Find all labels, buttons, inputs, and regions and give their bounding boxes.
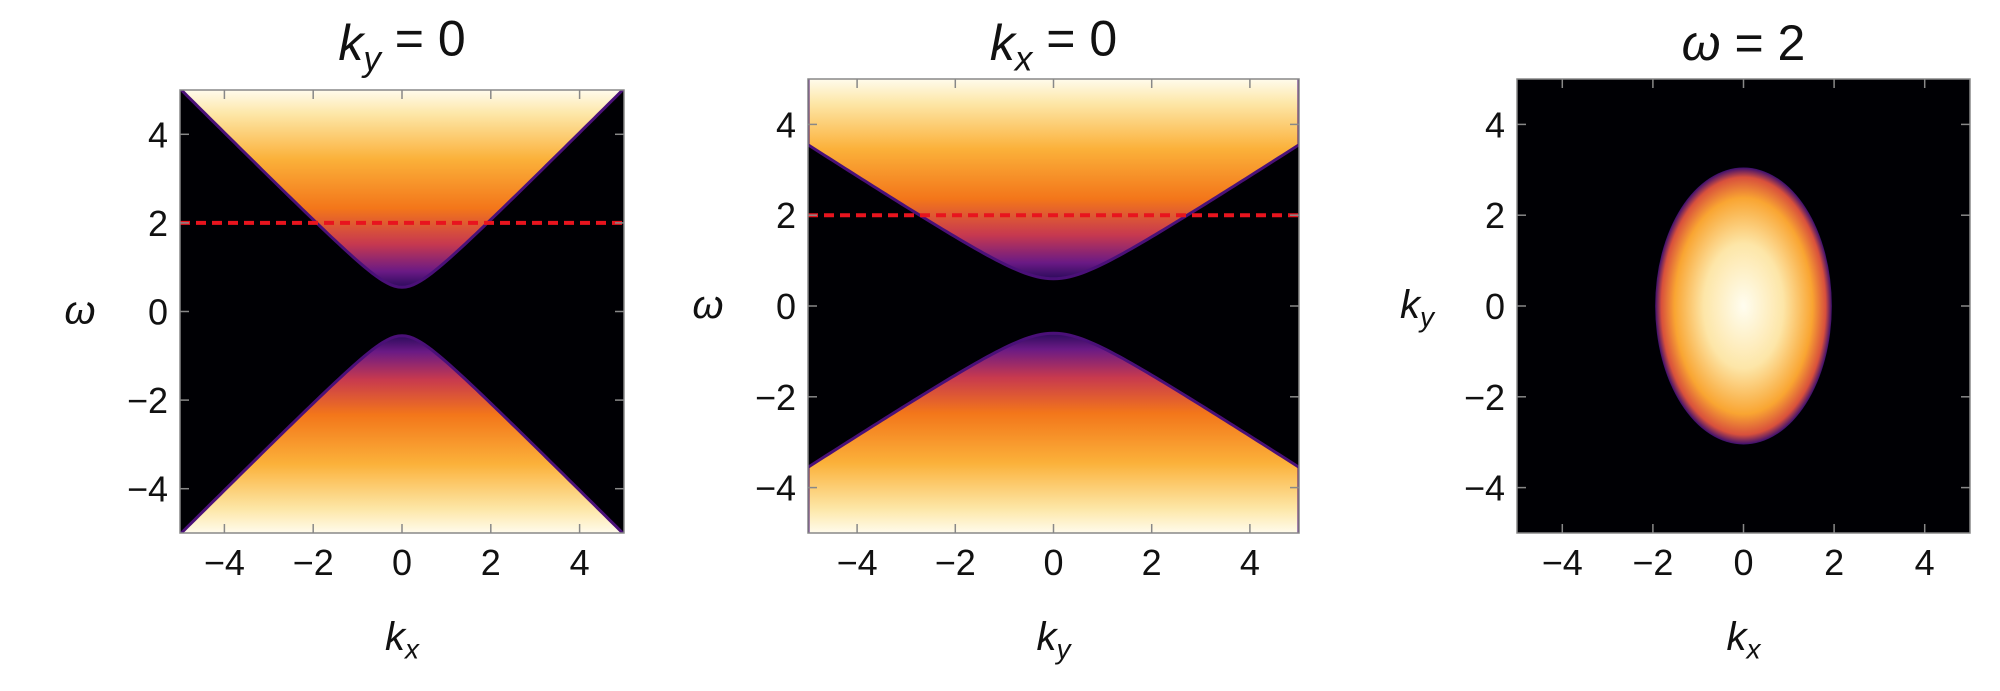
upper-band bbox=[180, 90, 624, 289]
x-tick-label: 0 bbox=[1043, 542, 1063, 583]
chart-title-subscript: x bbox=[1013, 40, 1034, 79]
panel: −4 −2 0 2 4 −4 −2 0 2 4 bbox=[1464, 78, 1971, 583]
chart-title: ky = 0 bbox=[338, 11, 465, 79]
y-axis-label-variable: ω bbox=[692, 283, 723, 327]
y-tick-label: 4 bbox=[1485, 104, 1505, 145]
panel: −4 −2 0 2 4 −4 −2 0 2 4 bbox=[127, 89, 625, 583]
y-axis-label-variable: ω bbox=[64, 289, 95, 333]
x-axis-label-variable: k bbox=[1037, 615, 1059, 659]
x-tick-label: −2 bbox=[293, 542, 334, 583]
chart-title: ω = 2 bbox=[1682, 15, 1806, 71]
y-tick-label: −2 bbox=[127, 380, 168, 421]
y-axis-label-variable: k bbox=[1400, 283, 1422, 327]
x-tick-label: −4 bbox=[1542, 542, 1583, 583]
lower-band bbox=[180, 334, 624, 533]
y-tick-label: −4 bbox=[127, 469, 168, 510]
fermi-surface bbox=[1655, 167, 1832, 445]
x-tick-label: 4 bbox=[1240, 542, 1260, 583]
y-axis-label-subscript: y bbox=[1418, 301, 1436, 332]
x-axis-label-subscript: x bbox=[1745, 633, 1762, 664]
x-tick-label: 2 bbox=[1142, 542, 1162, 583]
y-tick-label: 2 bbox=[148, 203, 168, 244]
y-tick-label: 4 bbox=[148, 114, 168, 155]
x-tick-label: 0 bbox=[1733, 542, 1753, 583]
x-axis-label: ky bbox=[1037, 615, 1073, 664]
chart-title-text: = 2 bbox=[1721, 15, 1806, 71]
x-tick-label: 4 bbox=[1915, 542, 1935, 583]
y-tick-label: −4 bbox=[1464, 468, 1505, 509]
x-axis-label: kx bbox=[1727, 615, 1762, 664]
y-axis-label: ω bbox=[692, 283, 723, 327]
chart-title-subscript: y bbox=[361, 40, 383, 79]
plot-area bbox=[180, 90, 624, 533]
x-tick-label: −2 bbox=[1632, 542, 1673, 583]
x-tick-label: 2 bbox=[1824, 542, 1844, 583]
x-tick-label: −4 bbox=[204, 542, 245, 583]
y-tick-label: 0 bbox=[1485, 286, 1505, 327]
chart-title: kx = 0 bbox=[990, 11, 1117, 79]
chart-title-variable: k bbox=[990, 15, 1018, 71]
x-axis-label-variable: k bbox=[385, 615, 407, 659]
plot-area bbox=[808, 79, 1299, 533]
y-tick-label: 0 bbox=[776, 286, 796, 327]
x-tick-label: −4 bbox=[837, 542, 878, 583]
y-tick-label: 4 bbox=[776, 104, 796, 145]
x-axis-label: kx bbox=[385, 615, 420, 664]
panel: −4 −2 0 2 4 −4 −2 0 2 4 bbox=[755, 78, 1300, 583]
chart-title-variable: ω bbox=[1682, 15, 1721, 71]
y-tick-label: 0 bbox=[148, 292, 168, 333]
x-axis-label-variable: k bbox=[1727, 615, 1749, 659]
x-axis-label-subscript: y bbox=[1055, 633, 1073, 664]
x-tick-label: 4 bbox=[570, 542, 590, 583]
y-tick-label: −4 bbox=[755, 468, 796, 509]
plot-area bbox=[1517, 79, 1970, 533]
chart-title-text: = 0 bbox=[381, 11, 466, 67]
y-tick-label: 2 bbox=[1485, 195, 1505, 236]
x-tick-label: 2 bbox=[481, 542, 501, 583]
y-tick-label: −2 bbox=[1464, 377, 1505, 418]
lower-band bbox=[808, 331, 1299, 533]
y-tick-label: −2 bbox=[755, 377, 796, 418]
y-tick-label: 2 bbox=[776, 195, 796, 236]
upper-band bbox=[808, 79, 1299, 281]
x-axis-label-subscript: x bbox=[403, 633, 420, 664]
chart-title-text: = 0 bbox=[1032, 11, 1117, 67]
y-axis-label: ω bbox=[64, 289, 95, 333]
x-tick-label: 0 bbox=[392, 542, 412, 583]
chart-title-variable: k bbox=[338, 15, 366, 71]
y-axis-label: ky bbox=[1400, 283, 1436, 332]
x-tick-label: −2 bbox=[935, 542, 976, 583]
